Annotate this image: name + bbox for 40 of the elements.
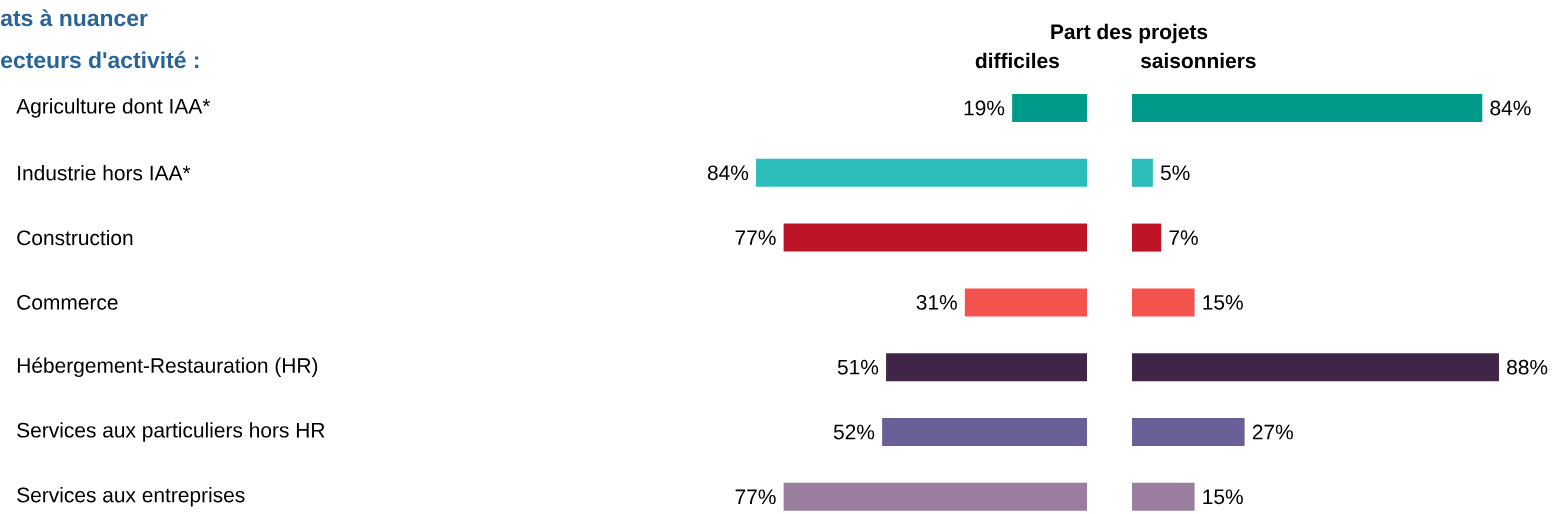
data-label: 27% bbox=[1252, 424, 1293, 440]
chart-title: saisonniers bbox=[1140, 52, 1256, 69]
data-label: 31% bbox=[916, 294, 957, 310]
data-label: 15% bbox=[1203, 295, 1243, 310]
y-tick-label: Services aux entreprises bbox=[17, 487, 245, 507]
y-tick-label: Construction bbox=[17, 229, 133, 246]
data-label: 88% bbox=[1507, 359, 1548, 375]
data-label: 84% bbox=[1490, 100, 1531, 116]
bar bbox=[1012, 93, 1088, 122]
bar bbox=[964, 288, 1088, 317]
bar bbox=[1132, 223, 1162, 252]
data-label: 84% bbox=[707, 165, 749, 181]
bar bbox=[1132, 353, 1499, 382]
chart-title: difficiles bbox=[975, 52, 1059, 69]
data-label: 51% bbox=[837, 359, 879, 375]
data-label: 5% bbox=[1160, 165, 1190, 181]
text: Part des projets bbox=[1051, 23, 1208, 44]
bar bbox=[1132, 417, 1245, 446]
bar bbox=[1132, 93, 1483, 122]
bar bbox=[1132, 288, 1195, 317]
y-tick-label: Services aux particuliers hors HR bbox=[17, 422, 325, 442]
data-label: 19% bbox=[964, 100, 1005, 116]
data-label: 52% bbox=[833, 424, 875, 440]
data-label: 77% bbox=[735, 230, 776, 245]
bar bbox=[1132, 158, 1153, 187]
data-label: 7% bbox=[1169, 230, 1198, 245]
bar bbox=[783, 223, 1088, 252]
bar bbox=[886, 353, 1088, 382]
bar bbox=[882, 417, 1088, 446]
y-tick-label: Hébergement-Restauration (HR) bbox=[17, 357, 318, 378]
text: ats à nuancer bbox=[0, 9, 148, 27]
y-tick-label: Agriculture dont IAA* bbox=[16, 98, 211, 118]
bar bbox=[1132, 482, 1195, 511]
text: ecteurs d'activité : bbox=[1, 51, 199, 69]
bar bbox=[783, 482, 1088, 511]
y-tick-label: Commerce bbox=[17, 294, 118, 310]
data-label: 15% bbox=[1203, 489, 1243, 505]
y-tick-label: Industrie hors IAA* bbox=[18, 165, 191, 181]
data-label: 77% bbox=[735, 489, 776, 505]
bar bbox=[756, 158, 1088, 187]
